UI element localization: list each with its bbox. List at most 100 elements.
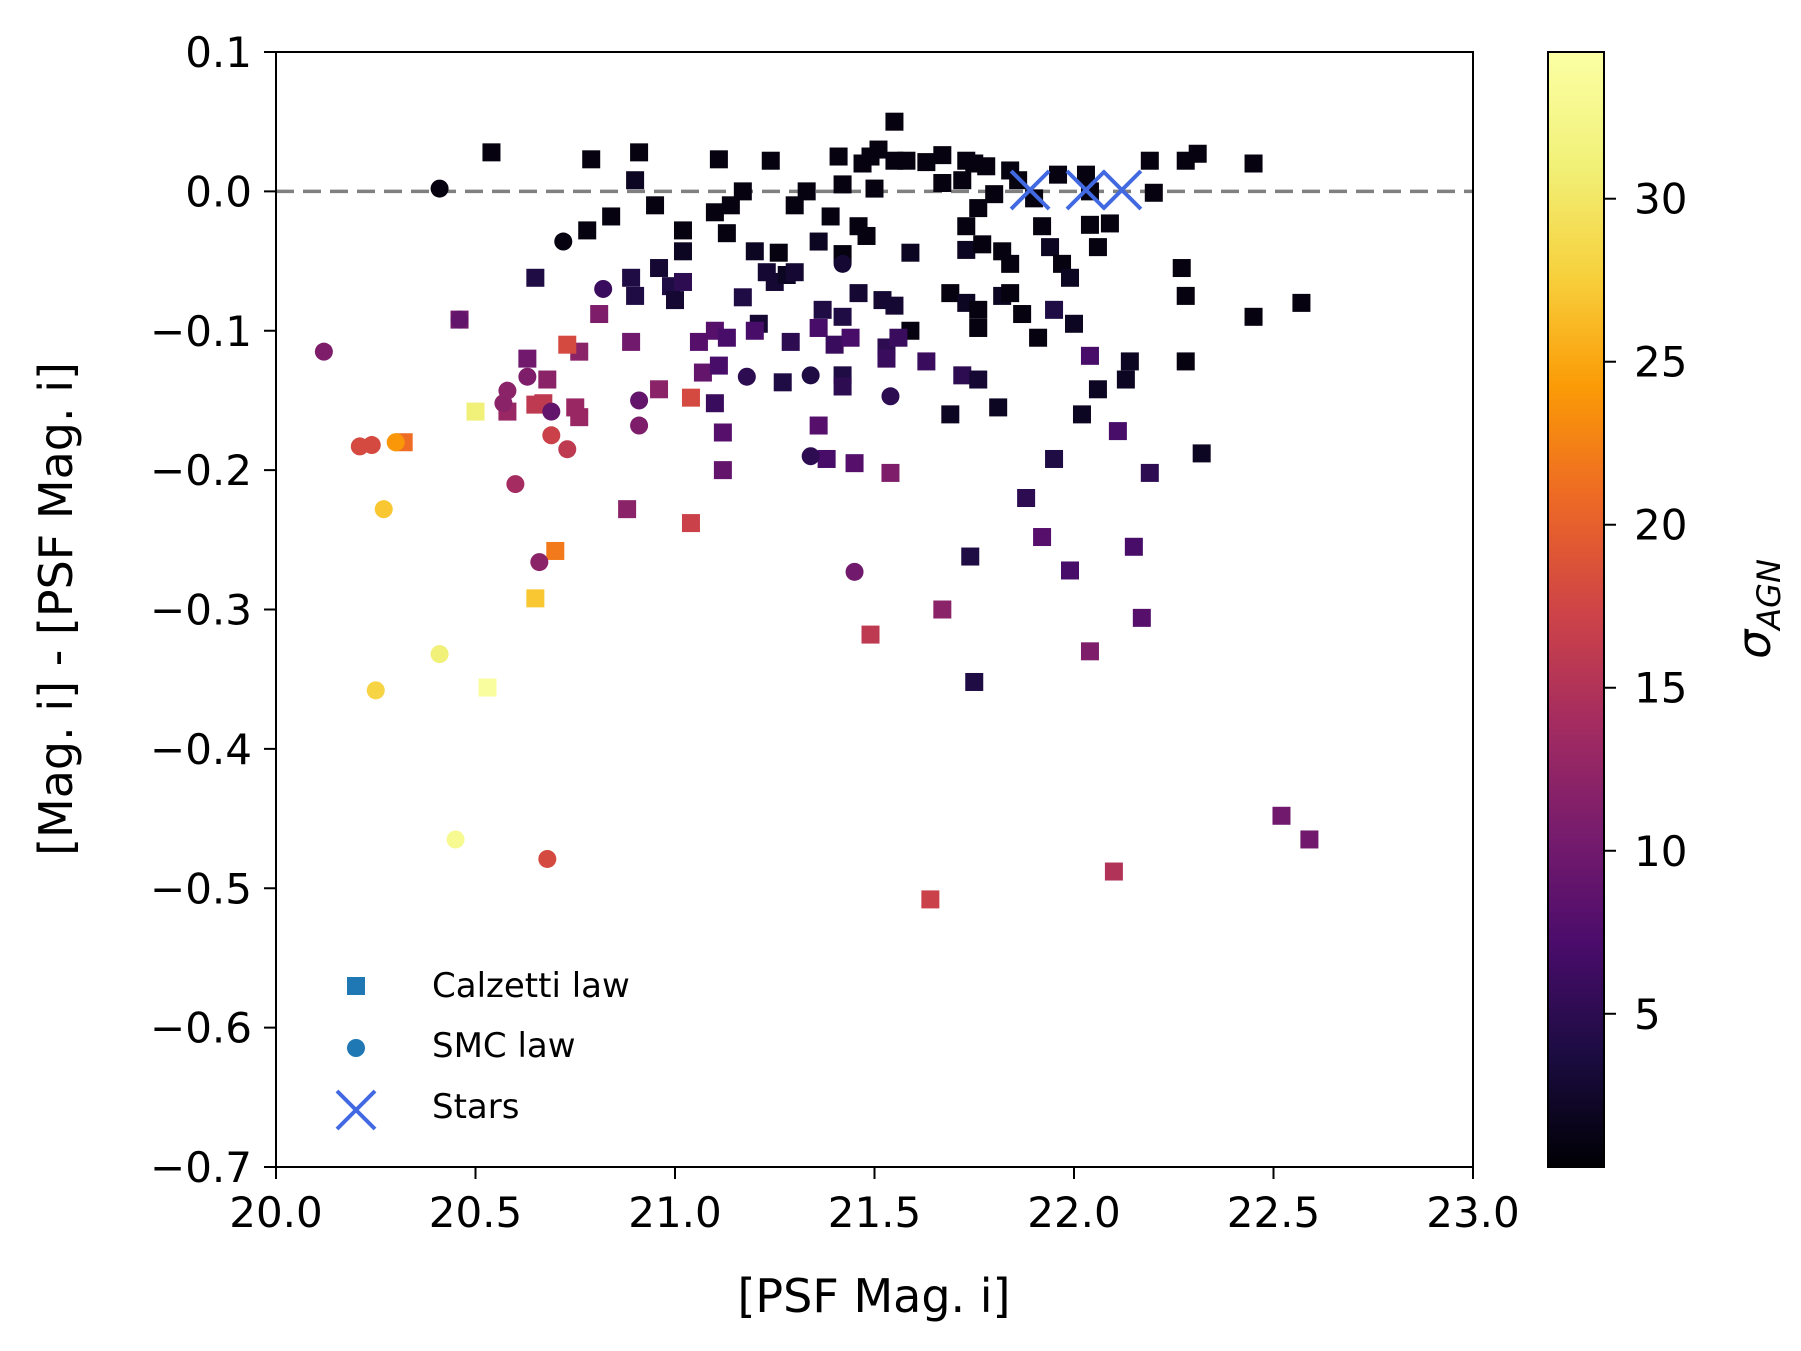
- calzetti-point-72: [666, 291, 684, 310]
- calzetti-point-40: [785, 196, 804, 215]
- smc-point-19: [542, 426, 561, 445]
- colorbar-label-subscript: AGN: [1750, 559, 1788, 632]
- calzetti-point-23: [1244, 154, 1263, 173]
- calzetti-point-169: [466, 402, 485, 421]
- calzetti-point-4: [761, 151, 780, 170]
- legend-marker-stars: [335, 1089, 377, 1131]
- calzetti-point-9: [885, 112, 904, 131]
- smc-point-17: [530, 553, 549, 572]
- calzetti-point-147: [933, 600, 952, 619]
- calzetti-point-62: [1001, 254, 1020, 273]
- calzetti-point-155: [618, 500, 637, 519]
- calzetti-point-154: [570, 408, 589, 427]
- x-axis: 20.0 20.5 21.0 21.5 22.0 22.5 23.0: [229, 1167, 1520, 1237]
- calzetti-point-145: [961, 547, 980, 566]
- y-tick-label-3: −0.2: [150, 446, 252, 495]
- calzetti-point-168: [546, 541, 565, 560]
- calzetti-point-94: [1176, 286, 1195, 305]
- calzetti-point-126: [953, 366, 972, 385]
- calzetti-point-29: [953, 171, 972, 190]
- colorbar-gradient: [1547, 51, 1605, 1168]
- calzetti-point-68: [622, 268, 641, 287]
- calzetti-point-33: [1100, 214, 1119, 233]
- calzetti-point-70: [650, 259, 669, 278]
- calzetti-point-161: [681, 514, 700, 533]
- calzetti-point-171: [478, 678, 497, 697]
- calzetti-point-146: [965, 672, 984, 691]
- calzetti-point-8: [869, 140, 888, 159]
- smc-point-1: [554, 232, 573, 251]
- calzetti-point-128: [989, 398, 1008, 417]
- smc-point-13: [498, 381, 517, 400]
- calzetti-point-13: [933, 146, 952, 165]
- calzetti-point-32: [1144, 183, 1163, 202]
- calzetti-point-135: [1192, 444, 1211, 463]
- calzetti-point-85: [941, 284, 960, 303]
- calzetti-point-45: [957, 217, 976, 236]
- calzetti-point-140: [1033, 528, 1052, 547]
- calzetti-point-136: [1140, 463, 1159, 482]
- calzetti-point-81: [833, 307, 852, 326]
- calzetti-point-64: [1053, 254, 1072, 273]
- calzetti-point-44: [857, 226, 876, 245]
- calzetti-point-55: [769, 243, 788, 262]
- calzetti-point-114: [773, 373, 792, 392]
- calzetti-point-102: [689, 332, 708, 351]
- calzetti-point-66: [1172, 259, 1191, 278]
- calzetti-point-104: [717, 328, 736, 347]
- calzetti-point-112: [877, 349, 896, 368]
- calzetti-point-130: [1088, 380, 1107, 399]
- legend-marker-calzetti: [347, 977, 365, 995]
- calzetti-point-82: [849, 284, 868, 303]
- colorbar-label-sigma: σ: [1727, 628, 1781, 659]
- calzetti-point-38: [705, 203, 724, 222]
- calzetti-point-148: [881, 463, 900, 482]
- smc-point-16: [630, 416, 649, 435]
- calzetti-point-5: [829, 147, 848, 166]
- calzetti-point-131: [1080, 346, 1099, 365]
- smc-point-22: [362, 436, 381, 455]
- calzetti-point-37: [602, 207, 621, 226]
- calzetti-point-69: [626, 286, 645, 305]
- calzetti-point-41: [821, 207, 840, 226]
- legend-marker-smc: [347, 1039, 365, 1057]
- calzetti-point-47: [985, 185, 1004, 204]
- smc-point-7: [801, 447, 820, 466]
- smc-point-10: [450, 310, 469, 329]
- calzetti-point-84: [885, 296, 904, 315]
- calzetti-point-59: [957, 240, 976, 259]
- calzetti-point-125: [941, 405, 960, 424]
- smc-point-6: [881, 387, 900, 406]
- calzetti-point-160: [681, 388, 700, 407]
- calzetti-point-133: [1120, 352, 1139, 371]
- calzetti-point-170: [526, 589, 545, 608]
- data-points: [314, 112, 1319, 909]
- calzetti-point-18: [1049, 165, 1068, 184]
- calzetti-point-117: [693, 363, 712, 382]
- calzetti-point-60: [973, 235, 992, 254]
- calzetti-point-53: [673, 242, 692, 261]
- smc-point-0: [430, 179, 449, 198]
- calzetti-point-91: [1029, 328, 1048, 347]
- smc-point-4: [737, 367, 756, 386]
- calzetti-point-50: [1080, 215, 1099, 234]
- calzetti-point-119: [705, 394, 724, 413]
- calzetti-point-24: [733, 182, 752, 201]
- calzetti-point-2: [630, 143, 649, 162]
- smc-point-15: [630, 391, 649, 410]
- calzetti-point-127: [969, 370, 988, 389]
- smc-point-2: [833, 254, 852, 273]
- legend-label-calzetti: Calzetti law: [432, 966, 630, 1006]
- calzetti-point-36: [578, 221, 597, 240]
- calzetti-point-92: [1045, 300, 1064, 319]
- legend: Calzetti law SMC law Stars: [335, 966, 630, 1131]
- calzetti-point-108: [825, 335, 844, 354]
- calzetti-point-25: [797, 182, 816, 201]
- calzetti-point-98: [969, 318, 988, 337]
- calzetti-point-143: [1132, 608, 1151, 627]
- calzetti-point-51: [1088, 238, 1107, 257]
- calzetti-point-20: [1140, 151, 1159, 170]
- calzetti-point-35: [646, 196, 665, 215]
- calzetti-point-58: [901, 243, 920, 262]
